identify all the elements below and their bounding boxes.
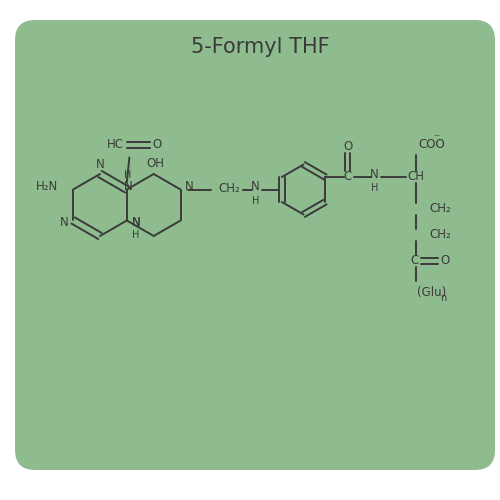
Text: N: N bbox=[96, 158, 104, 172]
Text: H: H bbox=[132, 230, 140, 239]
Text: H₂N: H₂N bbox=[36, 180, 59, 194]
Text: 5-Formyl THF: 5-Formyl THF bbox=[190, 38, 330, 58]
Text: OH: OH bbox=[146, 158, 164, 170]
Text: N: N bbox=[132, 216, 140, 230]
Text: H: H bbox=[124, 170, 132, 180]
Text: O: O bbox=[152, 138, 162, 151]
Text: ⁻: ⁻ bbox=[434, 132, 440, 145]
Text: n: n bbox=[440, 293, 446, 303]
Text: N: N bbox=[185, 180, 194, 194]
Text: N: N bbox=[370, 168, 379, 181]
Text: CH₂: CH₂ bbox=[430, 228, 452, 240]
Text: CH₂: CH₂ bbox=[430, 202, 452, 214]
Text: C: C bbox=[410, 254, 419, 268]
Text: HC: HC bbox=[107, 138, 124, 151]
Text: H: H bbox=[252, 196, 259, 205]
Text: COO: COO bbox=[418, 138, 445, 151]
Text: H: H bbox=[371, 183, 378, 193]
Text: C: C bbox=[344, 170, 352, 183]
Text: N: N bbox=[132, 216, 140, 230]
Text: (Glu): (Glu) bbox=[416, 286, 446, 300]
Text: O: O bbox=[343, 140, 352, 153]
Text: N: N bbox=[124, 180, 132, 194]
Text: CH: CH bbox=[407, 170, 424, 183]
Text: CH₂: CH₂ bbox=[218, 182, 240, 195]
Text: N: N bbox=[60, 216, 68, 230]
Text: O: O bbox=[440, 254, 450, 268]
Text: N: N bbox=[251, 180, 260, 194]
